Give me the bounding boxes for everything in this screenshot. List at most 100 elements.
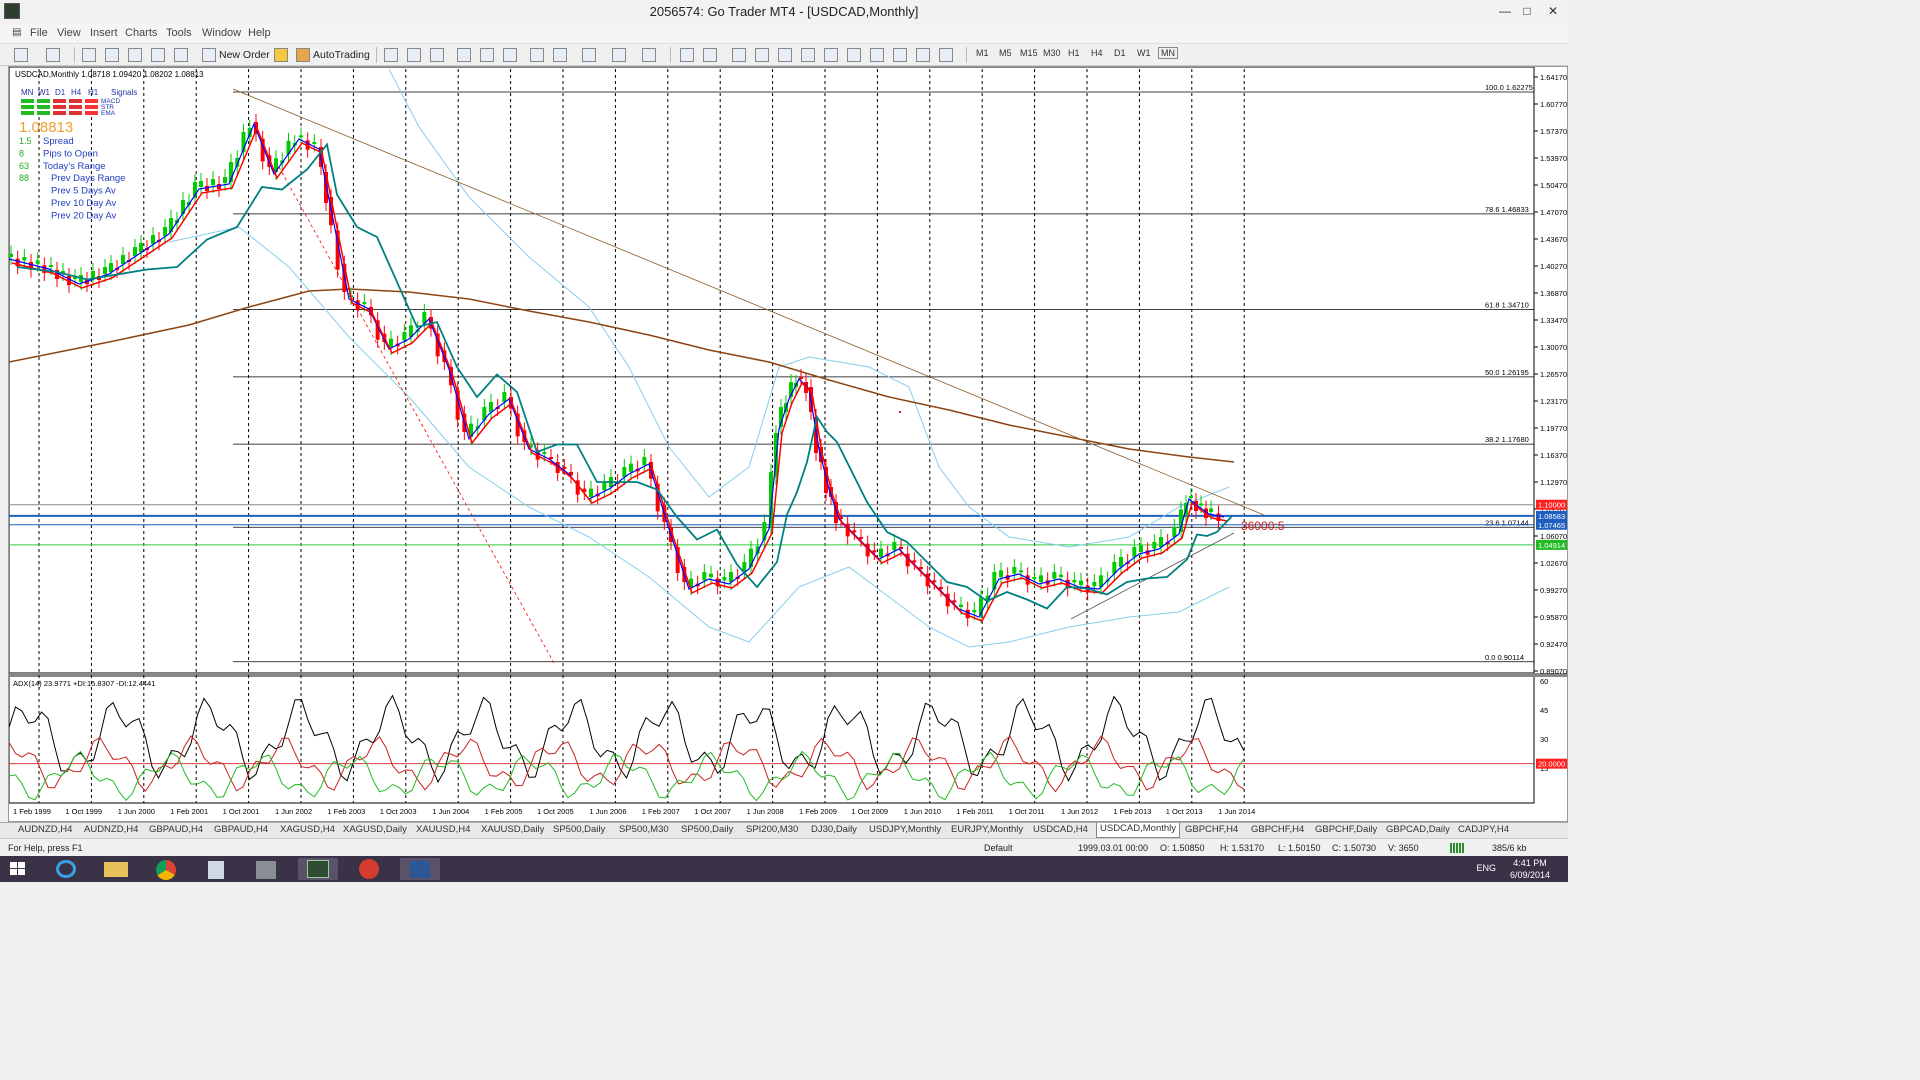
chart-shift-button[interactable]	[551, 46, 569, 64]
tf-w1-button[interactable]: W1	[1137, 48, 1151, 58]
chart-tab[interactable]: USDCAD,H4	[1033, 824, 1088, 835]
tf-h4-button[interactable]: H4	[1091, 48, 1103, 58]
label-button[interactable]	[868, 46, 886, 64]
autoscroll-button[interactable]	[528, 46, 546, 64]
indicators-button[interactable]	[580, 46, 598, 64]
chart-tab[interactable]: EURJPY,Monthly	[951, 824, 1024, 835]
market-watch-button[interactable]	[80, 46, 98, 64]
chart-tab[interactable]: AUDNZD,H4	[84, 824, 139, 835]
language-indicator[interactable]: ENG	[1476, 863, 1496, 873]
chart-tab[interactable]: XAUUSD,Daily	[481, 824, 545, 835]
chart-tab[interactable]: GBPCAD,Daily	[1386, 824, 1450, 835]
menu-file[interactable]: File	[30, 27, 48, 39]
menu-insert[interactable]: Insert	[90, 27, 118, 39]
zoom-in-button[interactable]	[455, 46, 473, 64]
new-order-button[interactable]: New Order	[200, 46, 272, 64]
doc-icon[interactable]: ▤	[12, 27, 22, 38]
menu-view[interactable]: View	[57, 27, 81, 39]
chart-tab[interactable]: SP500,Daily	[553, 824, 606, 835]
chart-header: USDCAD,Monthly 1.08718 1.09420 1.08202 1…	[15, 70, 204, 79]
chart-tab[interactable]: XAGUSD,Daily	[343, 824, 407, 835]
menu-window[interactable]: Window	[202, 27, 242, 39]
tf-m30-button[interactable]: M30	[1043, 48, 1061, 58]
chart-tab[interactable]: GBPCHF,H4	[1185, 824, 1239, 835]
tf-m5-button[interactable]: M5	[999, 48, 1012, 58]
tf-m1-button[interactable]: M1	[976, 48, 989, 58]
tf-h1-button[interactable]: H1	[1068, 48, 1080, 58]
tile-icon	[503, 48, 517, 62]
chart-tab[interactable]: CADJPY,H4	[1458, 824, 1510, 835]
chart-tab[interactable]: DJ30,Daily	[811, 824, 857, 835]
close-button[interactable]: ✕	[1547, 4, 1559, 18]
menu-help[interactable]: Help	[248, 27, 271, 39]
tile-windows-button[interactable]	[501, 46, 519, 64]
candle-body	[1019, 570, 1023, 573]
chrome-icon[interactable]	[146, 858, 186, 880]
profiles-button[interactable]	[44, 46, 62, 64]
price-axis-label: 1.23170	[1540, 397, 1567, 406]
vertical-line-button[interactable]	[730, 46, 748, 64]
navigator-button[interactable]	[126, 46, 144, 64]
ellipse-button[interactable]	[914, 46, 932, 64]
tester-button[interactable]	[172, 46, 190, 64]
ma-long	[9, 288, 1235, 463]
channel-button[interactable]	[799, 46, 817, 64]
fibonacci-button[interactable]	[822, 46, 840, 64]
chart-tab[interactable]: AUDNZD,H4	[18, 824, 73, 835]
word-icon[interactable]	[400, 858, 440, 880]
explorer-icon[interactable]	[96, 858, 136, 880]
chart-canvas[interactable]: 100.0 1.62275 78.6 1.46833 61.8 1.34710 50.…	[9, 67, 1567, 821]
calculator-icon[interactable]	[196, 858, 236, 880]
line-chart-button[interactable]	[428, 46, 446, 64]
bar-chart-button[interactable]	[382, 46, 400, 64]
crosshair-icon	[105, 48, 119, 62]
new-chart-button[interactable]	[12, 46, 30, 64]
chart-tab[interactable]: GBPAUD,H4	[149, 824, 204, 835]
expert-button[interactable]	[272, 46, 290, 64]
chart-window[interactable]: 100.0 1.62275 78.6 1.46833 61.8 1.34710 50.…	[8, 66, 1568, 822]
tf-m15-button[interactable]: M15	[1020, 48, 1038, 58]
zoom-out-button[interactable]	[478, 46, 496, 64]
text-button[interactable]	[845, 46, 863, 64]
maximize-button[interactable]: □	[1523, 4, 1531, 18]
chart-tab[interactable]: XAUUSD,H4	[416, 824, 471, 835]
tf-mn-button[interactable]: MN	[1158, 47, 1178, 59]
terminal-button[interactable]	[149, 46, 167, 64]
chart-tab[interactable]: XAGUSD,H4	[280, 824, 335, 835]
arrows-button[interactable]	[937, 46, 955, 64]
rectangle-button[interactable]	[891, 46, 909, 64]
tf-d1-button[interactable]: D1	[1114, 48, 1126, 58]
ie-icon[interactable]	[46, 858, 86, 880]
periods-button[interactable]	[610, 46, 628, 64]
price-axis-label: 1.30070	[1540, 343, 1567, 352]
templates-button[interactable]	[640, 46, 658, 64]
chart-tab[interactable]: GBPCHF,Daily	[1315, 824, 1378, 835]
chart-tab[interactable]: SP500,Daily	[681, 824, 734, 835]
crosshair-button[interactable]	[701, 46, 719, 64]
app-icon-red[interactable]	[350, 858, 390, 880]
mt4-taskbar-icon[interactable]	[298, 858, 338, 880]
app-icon-grey[interactable]	[246, 858, 286, 880]
toolbar-divider	[376, 47, 377, 63]
chart-tab[interactable]: SPI200,M30	[746, 824, 799, 835]
candle-chart-button[interactable]	[405, 46, 423, 64]
chart-tab[interactable]: GBPAUD,H4	[214, 824, 269, 835]
menu-tools[interactable]: Tools	[166, 27, 192, 39]
signal-cell	[21, 111, 34, 115]
cursor-button[interactable]	[678, 46, 696, 64]
start-button[interactable]	[6, 858, 34, 880]
minimize-button[interactable]: —	[1499, 4, 1511, 18]
data-window-button[interactable]	[103, 46, 121, 64]
chart-tab[interactable]: GBPCHF,H4	[1251, 824, 1305, 835]
trendline-button[interactable]	[776, 46, 794, 64]
chart-tab[interactable]: USDCAD,Monthly	[1096, 823, 1181, 838]
info-label: Prev 10 Day Av	[51, 198, 117, 209]
horizontal-line-button[interactable]	[753, 46, 771, 64]
price-axis-label: 1.40270	[1540, 262, 1567, 271]
chart-tab[interactable]: USDJPY,Monthly	[869, 824, 942, 835]
chart-tab[interactable]: SP500,M30	[619, 824, 669, 835]
system-clock[interactable]: 4:41 PM 6/09/2014	[1510, 857, 1550, 881]
autotrading-button[interactable]: AutoTrading	[294, 46, 372, 64]
candle-body	[799, 377, 803, 379]
menu-charts[interactable]: Charts	[125, 27, 158, 39]
